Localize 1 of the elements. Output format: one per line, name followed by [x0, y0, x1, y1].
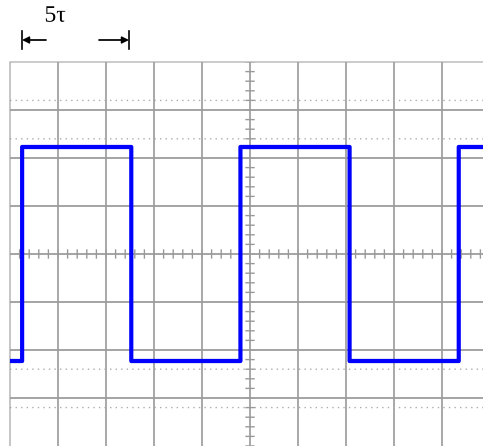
- text: 5τ: [46, 6, 66, 22]
